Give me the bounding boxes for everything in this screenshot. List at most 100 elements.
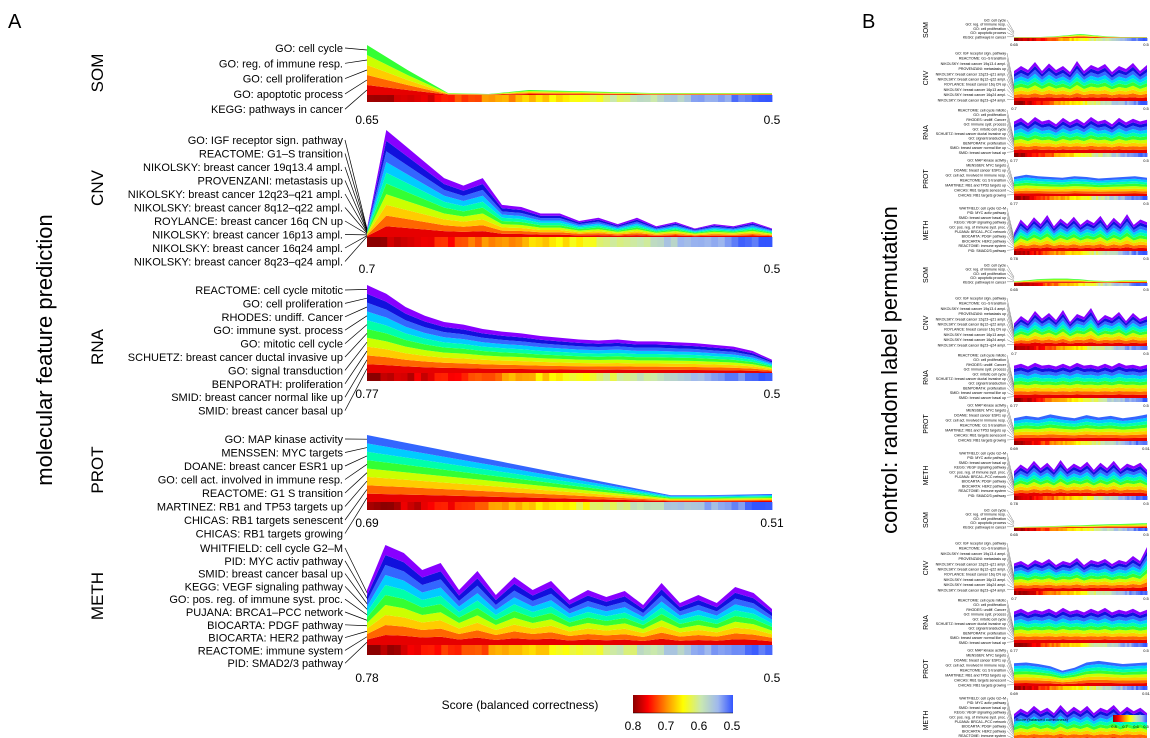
som-score-cell	[502, 95, 510, 102]
cnv-score-cell	[562, 237, 570, 247]
prot-score-cell	[637, 502, 645, 510]
prot-score-cell	[691, 502, 699, 510]
control-prot-score-cell	[1067, 441, 1070, 445]
control-rna-score-cell	[1049, 398, 1053, 402]
control-cnv-score-cell	[1115, 591, 1119, 595]
rna-score-cell	[745, 373, 753, 381]
control-prot-score-cell	[1029, 686, 1033, 690]
panel-a-letter: A	[8, 11, 22, 33]
control-som-layer-5	[1014, 523, 1147, 528]
control-rna-score-cell	[1031, 643, 1035, 647]
control-som-score-cell	[1140, 283, 1143, 286]
control-cnv-score-cell	[1118, 591, 1121, 595]
control-som-score-cell	[1102, 283, 1106, 286]
som-score-cell	[583, 95, 591, 102]
rna-score-cell	[751, 373, 759, 381]
cnv-score-cell	[400, 237, 408, 247]
control-rna-score-cell	[1027, 398, 1030, 402]
control-meth-score-cell	[1045, 251, 1048, 255]
control-meth-score-cell	[1115, 251, 1119, 255]
control-leader-line	[1006, 308, 1015, 335]
cnv-score-cell	[657, 237, 665, 247]
control-som-score-cell	[1025, 283, 1028, 286]
som-score-cell	[718, 95, 726, 102]
rna-score-cell	[380, 373, 388, 381]
control-leader-line	[1006, 19, 1015, 33]
control-cnv-layer-2	[1014, 338, 1147, 344]
control-rna-score-cell	[1027, 153, 1030, 157]
control-meth-score-cell	[1073, 251, 1077, 255]
control-meth-layer-3	[1014, 239, 1147, 248]
rna-score-cell	[697, 373, 705, 381]
control-x-tick-right: 0.5	[1143, 256, 1149, 261]
control-som-score-cell	[1118, 38, 1121, 41]
control-cnv-score-cell	[1080, 101, 1084, 105]
control-modality-label: METH	[923, 711, 930, 731]
rna-score-cell	[373, 373, 381, 381]
control-cnv-score-cell	[1016, 101, 1019, 105]
som-score-cell	[576, 95, 584, 102]
control-prot-score-cell	[1058, 441, 1061, 445]
control-cnv-score-cell	[1051, 346, 1055, 350]
control-som-score-cell	[1135, 528, 1139, 531]
leader-line	[344, 315, 368, 331]
som-score-cell	[481, 95, 489, 102]
control-rna-score-cell	[1078, 398, 1081, 402]
control-leader-line	[1006, 184, 1015, 192]
control-prot-score-cell	[1135, 196, 1139, 200]
control-prot-score-cell	[1038, 196, 1041, 200]
control-cnv-score-cell	[1122, 346, 1126, 350]
rna-score-cell	[616, 373, 624, 381]
prot-score-cell	[502, 502, 510, 510]
control-cnv-score-cell	[1124, 346, 1128, 350]
control-meth-score-cell	[1029, 496, 1033, 500]
control-rna-score-cell	[1036, 153, 1039, 157]
control-leader-line	[1006, 414, 1015, 433]
leader-line	[344, 324, 368, 344]
control-meth-score-cell	[1064, 496, 1068, 500]
rna-score-cell	[495, 373, 503, 381]
control-pathway-label: GO: cell proliferation	[973, 113, 1006, 117]
control-leader-line	[1006, 313, 1015, 336]
rna-score-cell	[589, 373, 597, 381]
control-rna-score-cell	[1056, 153, 1059, 157]
rna-layer-6	[367, 320, 772, 367]
control-prot-score-cell	[1060, 686, 1064, 690]
pathway-label: GO: signal transduction	[228, 365, 343, 377]
cnv-score-cell	[502, 237, 510, 247]
cnv-score-cell	[670, 237, 678, 247]
control-leader-line	[1006, 485, 1015, 493]
control-rna-score-cell	[1060, 398, 1064, 402]
rna-score-cell	[657, 373, 665, 381]
stacked-area	[367, 545, 772, 645]
control-pathway-label: NIKOLSKY: breast cancer 16p13 ampl.	[944, 333, 1006, 337]
som-score-cell	[549, 95, 557, 102]
control-prot-score-cell	[1089, 441, 1092, 445]
control-rna-score-cell	[1033, 643, 1037, 647]
control-leader-line	[1006, 147, 1015, 151]
cnv-score-cell	[549, 237, 557, 247]
control-som-score-cell	[1120, 38, 1124, 41]
control-leader-line	[1006, 730, 1015, 738]
control-meth-score-cell	[1131, 496, 1135, 500]
control-prot-score-cell	[1138, 686, 1141, 690]
score-legend: Score (balanced correctness) 0.8 0.7 0.6…	[442, 695, 741, 733]
control-prot-score-cell	[1073, 441, 1077, 445]
control-cnv-score-cell	[1089, 591, 1092, 595]
som-score-cell	[407, 95, 415, 102]
control-leader-line	[1006, 649, 1015, 675]
control-cnv-layer-10	[1014, 61, 1147, 75]
control-cnv-score-cell	[1047, 346, 1050, 350]
control-cnv-score-cell	[1025, 591, 1028, 595]
control-cnv-score-cell	[1140, 101, 1143, 105]
control-rna-score-cell	[1093, 153, 1097, 157]
control-som-score-cell	[1080, 283, 1084, 286]
control-meth-layer-7	[1014, 470, 1147, 482]
control-prot-score-cell	[1120, 686, 1124, 690]
control-pathway-label: GO: immune syst. process	[964, 368, 1007, 372]
control-pathway-label: BIOCARTA: PDGF pathway	[962, 235, 1007, 239]
x-tick-left: 0.78	[355, 671, 379, 685]
